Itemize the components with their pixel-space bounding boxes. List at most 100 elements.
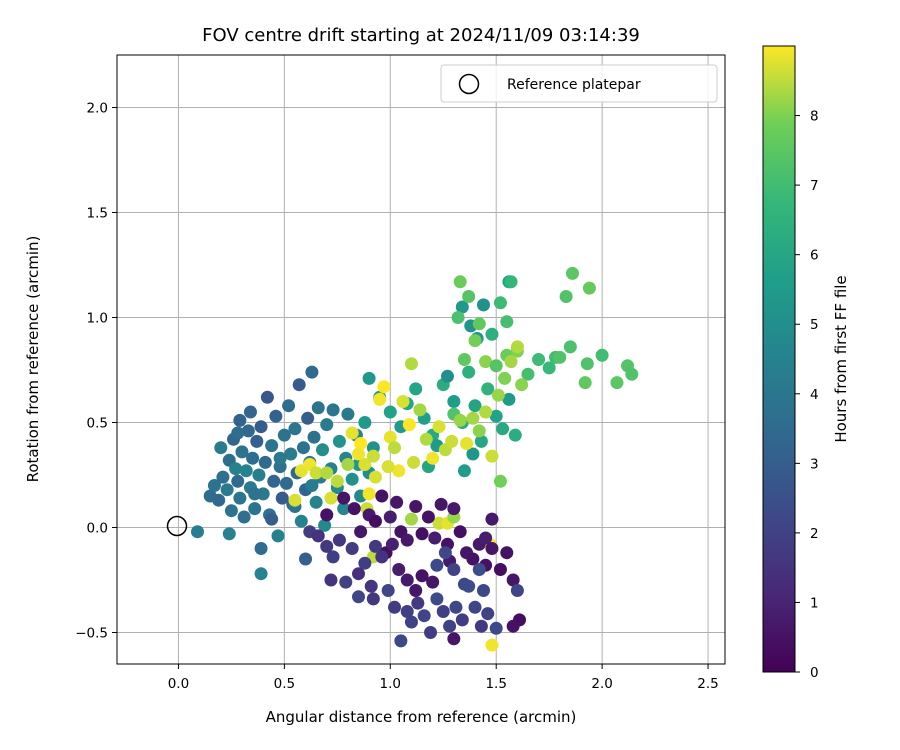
scatter-point	[580, 357, 594, 371]
scatter-point	[430, 558, 444, 572]
scatter-point	[415, 569, 429, 583]
colorbar-tick-label: 2	[810, 526, 819, 542]
scatter-point	[246, 451, 260, 465]
scatter-point	[299, 552, 313, 566]
scatter-point	[417, 609, 431, 623]
scatter-point	[388, 441, 402, 455]
scatter-point	[434, 497, 448, 511]
scatter-point	[625, 367, 639, 381]
scatter-point	[377, 380, 391, 394]
scatter-point	[553, 350, 567, 364]
scatter-point	[493, 296, 507, 310]
scatter-point	[248, 502, 262, 516]
scatter-point	[451, 311, 465, 324]
scatter-point	[337, 491, 351, 505]
scatter-point	[438, 546, 452, 560]
scatter-point	[432, 420, 446, 434]
scatter-point	[222, 527, 236, 541]
scatter-point	[474, 619, 488, 633]
scatter-point	[229, 462, 243, 476]
scatter-point	[396, 395, 410, 408]
scatter-point	[479, 405, 493, 419]
scatter-point	[358, 556, 372, 570]
scatter-point	[445, 434, 459, 448]
scatter-point	[332, 533, 346, 547]
colorbar-tick-label: 5	[810, 317, 819, 333]
scatter-point	[239, 464, 253, 478]
colorbar-label: Hours from first FF file	[832, 275, 850, 442]
y-tick-label: 0.5	[87, 416, 108, 432]
scatter-point	[453, 275, 467, 289]
scatter-point	[481, 382, 495, 396]
scatter-point	[426, 575, 440, 589]
scatter-point	[500, 315, 514, 329]
scatter-point	[521, 367, 535, 381]
scatter-point	[400, 605, 414, 618]
y-tick-label: 1.5	[87, 206, 108, 222]
x-tick-label: 0.5	[274, 676, 295, 692]
scatter-point	[407, 455, 421, 469]
scatter-point	[311, 529, 325, 543]
scatter-point	[292, 378, 306, 392]
colorbar-tick-label: 4	[810, 387, 819, 403]
scatter-point	[315, 443, 329, 457]
scatter-point	[447, 395, 461, 408]
scatter-point	[362, 371, 376, 385]
scatter-point	[436, 605, 450, 618]
scatter-point	[305, 365, 319, 379]
scatter-point	[409, 584, 423, 597]
scatter-point	[440, 369, 454, 383]
y-tick-label: −0.5	[75, 626, 108, 642]
scatter-point	[341, 407, 355, 421]
scatter-point	[364, 579, 378, 593]
scatter-point	[237, 510, 251, 524]
y-tick-label: 0.0	[87, 521, 108, 537]
scatter-point	[462, 365, 476, 379]
reference-platepar-marker	[166, 515, 188, 537]
legend-box	[440, 64, 718, 103]
scatter-point	[250, 434, 264, 448]
scatter-point	[265, 512, 279, 526]
scatter-point	[381, 584, 395, 597]
scatter-point	[390, 495, 404, 509]
scatter-point	[254, 567, 268, 581]
scatter-point	[510, 340, 524, 354]
scatter-point	[352, 567, 366, 581]
scatter-point	[400, 573, 414, 587]
y-tick-label: 2.0	[87, 101, 108, 117]
scatter-point	[231, 426, 245, 440]
scatter-point	[345, 472, 359, 486]
scatter-point	[320, 539, 334, 553]
scatter-point	[472, 424, 486, 438]
scatter-point	[506, 573, 520, 587]
scatter-point	[277, 428, 291, 442]
scatter-point	[301, 411, 315, 425]
colorbar-tick-label: 7	[810, 178, 819, 194]
scatter-point	[457, 577, 471, 591]
scatter-point	[404, 357, 418, 371]
scatter-point	[254, 420, 268, 434]
plot-frame	[116, 54, 726, 665]
scatter-point	[388, 600, 402, 614]
scatter-point	[305, 479, 319, 492]
scatter-point	[508, 428, 522, 442]
legend: Reference platepar	[440, 64, 718, 103]
scatter-point	[320, 418, 334, 432]
scatter-point	[366, 592, 380, 606]
scatter-point	[421, 510, 435, 524]
scatter-point	[366, 449, 380, 463]
scatter-point	[472, 563, 486, 576]
scatter-point	[309, 495, 323, 509]
scatter-point	[341, 458, 355, 471]
scatter-point	[424, 626, 438, 639]
scatter-point	[468, 600, 482, 614]
scatter-point	[214, 441, 228, 455]
colorbar-tick-label: 1	[810, 595, 819, 611]
scatter-point	[466, 447, 480, 461]
scatter-point	[288, 422, 302, 436]
scatter-point	[428, 531, 442, 545]
scatter-point	[339, 575, 353, 589]
scatter-point	[485, 512, 499, 526]
legend-entry-reference-platepar: Reference platepar	[507, 77, 641, 93]
scatter-point	[212, 493, 226, 507]
